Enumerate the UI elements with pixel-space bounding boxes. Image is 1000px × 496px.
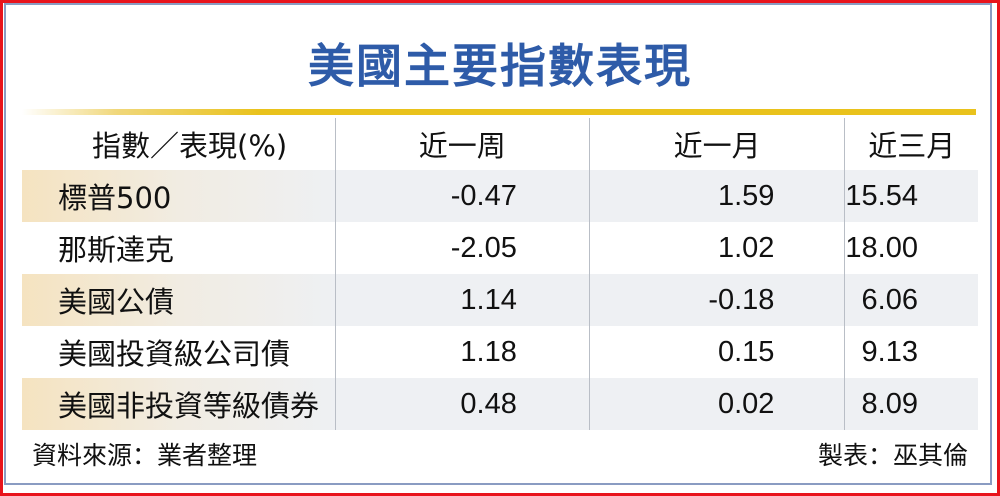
table-cell: 1.02 xyxy=(588,222,845,274)
table-cell: 15.54 xyxy=(844,170,978,222)
table-header-row: 指數／表現(%) 近一周 近一月 近三月 xyxy=(22,118,978,170)
table-cell: 1.59 xyxy=(588,170,845,222)
table-cell: 0.02 xyxy=(588,378,845,430)
row-label: 那斯達克 xyxy=(58,233,175,267)
column-header: 指數／表現(%) xyxy=(92,129,288,163)
row-label: 美國公債 xyxy=(22,274,336,326)
inner-frame xyxy=(4,3,992,485)
table-cell: 9.13 xyxy=(844,326,978,378)
column-header: 近三月 xyxy=(844,118,978,170)
table-row: 美國公債 1.14 -0.18 6.06 xyxy=(22,274,978,326)
row-label: 標普500 xyxy=(22,170,336,222)
table-row: 美國投資級公司債 1.18 0.15 9.13 xyxy=(22,326,978,378)
column-header: 近一周 xyxy=(334,118,590,170)
table-cell: 8.09 xyxy=(844,378,978,430)
gold-divider xyxy=(22,109,976,115)
table-cell: -2.05 xyxy=(334,222,590,274)
row-label: 美國投資級公司債 xyxy=(58,337,291,371)
table-cell: 6.06 xyxy=(844,274,978,326)
source-note: 資料來源：業者整理 xyxy=(32,441,258,470)
table-cell: 1.14 xyxy=(334,274,590,326)
table-row: 標普500 -0.47 1.59 15.54 xyxy=(22,170,978,222)
column-header: 近一月 xyxy=(588,118,845,170)
table-cell: 0.15 xyxy=(588,326,845,378)
page-title: 美國主要指數表現 xyxy=(308,39,692,93)
index-performance-table: 指數／表現(%) 近一周 近一月 近三月 標普500 -0.47 1.59 15.54… xyxy=(22,118,978,430)
table-cell: 0.48 xyxy=(334,378,590,430)
row-label: 美國非投資等級債券 xyxy=(22,378,336,430)
table-row: 那斯達克 -2.05 1.02 18.00 xyxy=(22,222,978,274)
maker-credit: 製表：巫其倫 xyxy=(817,441,968,470)
table-cell: -0.18 xyxy=(588,274,845,326)
table-row: 美國非投資等級債券 0.48 0.02 8.09 xyxy=(22,378,978,430)
table-cell: 1.18 xyxy=(334,326,590,378)
table-cell: 18.00 xyxy=(844,222,978,274)
table-cell: -0.47 xyxy=(334,170,590,222)
